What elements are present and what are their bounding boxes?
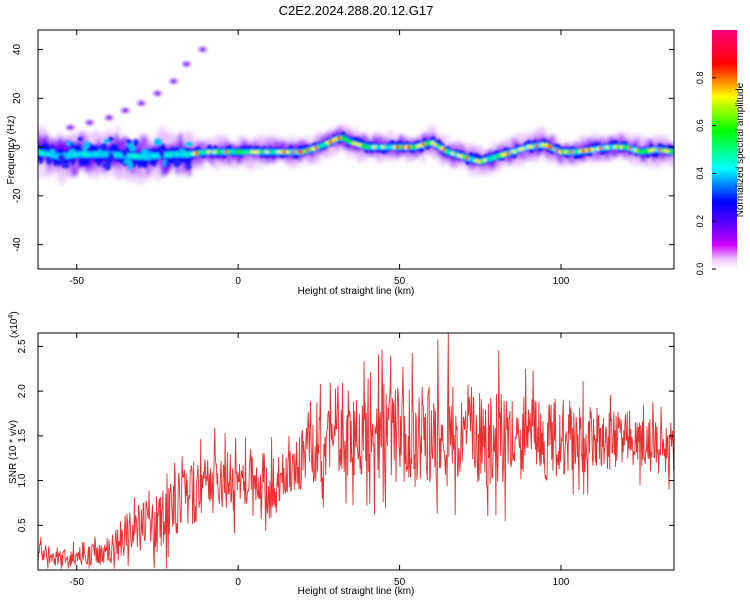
snr-frame	[37, 332, 675, 571]
x-tick-label: 100	[553, 276, 570, 287]
spectrogram-blob	[77, 136, 83, 142]
colorbar-ticks: 0.0 0.2 0.4 0.6 0.8	[695, 72, 716, 276]
y-tick-label: 1.5	[17, 428, 28, 442]
x-tick-label: -50	[70, 276, 85, 287]
y-tick-label: 0.5	[17, 518, 28, 532]
x-tick-label: 100	[553, 577, 570, 588]
branch-cell	[87, 120, 93, 125]
spectrogram-blob	[123, 159, 131, 165]
spectrogram-halo-cell	[449, 161, 461, 170]
snr-y-multiplier: (x104)	[8, 311, 20, 338]
x-tick-label: -50	[70, 577, 85, 588]
spectrogram-blob	[61, 163, 70, 169]
snr-y-axis-label: SNR (10 * v/v)	[8, 420, 19, 484]
spectrogram-blob	[46, 156, 53, 165]
snr-plot-area	[38, 333, 674, 569]
spectrogram-blob	[121, 149, 128, 157]
spectrogram-blob	[102, 162, 110, 168]
spectrogram-blob	[178, 148, 186, 155]
branch-cell	[200, 47, 206, 52]
spectrogram-halo-cell	[459, 163, 467, 170]
spectrogram-blob	[108, 136, 114, 142]
x-tick-label: 50	[394, 276, 406, 287]
snr-y-ticks: 0.5 1.0 1.5 2.0 2.5	[17, 339, 674, 532]
spectrogram-halo-cell	[127, 166, 140, 184]
spectrogram-y-axis-label: Frequency (Hz)	[6, 116, 17, 185]
spectrogram-blob	[68, 149, 76, 155]
spectrogram-x-axis-label: Height of straight line (km)	[298, 286, 415, 297]
snr-x-axis-label: Height of straight line (km)	[298, 586, 415, 597]
colorbar-label: Normalized spectral amplitude	[735, 82, 746, 217]
spectrogram-blob	[129, 146, 137, 152]
spectrogram-blob	[173, 159, 181, 168]
spectrogram-blob	[147, 151, 154, 158]
spectrogram-plot-area	[38, 46, 674, 187]
spectrogram-blob	[186, 163, 192, 170]
spectrogram-x-ticks: -50 0 50 100	[70, 30, 570, 287]
x-tick-label: 50	[394, 577, 406, 588]
spectrogram-halo-cell	[314, 153, 322, 165]
spectrogram-blob	[165, 160, 170, 168]
spectrogram-halo-cell	[207, 138, 216, 146]
spectrogram-y-ticks: -40 -20 0 20 40	[12, 44, 674, 252]
spectrogram-blob	[125, 138, 132, 145]
colorbar-tick-label: 0.2	[695, 215, 705, 228]
figure-title: C2E2.2024.288.20.12.G17	[279, 3, 434, 18]
y-tick-label: -20	[12, 188, 23, 203]
spectrogram-halo-cell	[388, 129, 396, 143]
spectrogram-blob	[102, 152, 109, 157]
spectrogram-blob	[59, 154, 65, 163]
spectrogram-blob	[83, 141, 90, 149]
colorbar-tick-label: 0.8	[695, 72, 705, 85]
spectrogram-ridge	[38, 131, 674, 171]
spectrogram-frame	[37, 29, 675, 270]
spectrogram-blob	[184, 142, 193, 147]
branch-cell	[122, 108, 128, 113]
y-tick-label: 2.5	[17, 339, 28, 353]
branch-cell	[67, 125, 73, 130]
spectrogram-blob	[132, 139, 139, 147]
y-tick-label: -40	[12, 237, 23, 252]
y-tick-label: 2.0	[17, 384, 28, 398]
snr-series-line	[38, 333, 674, 569]
branch-cell	[184, 62, 190, 66]
colorbar-tick-label: 0.4	[695, 167, 705, 180]
x-tick-label: 0	[235, 276, 241, 287]
spectrogram-blob	[141, 148, 149, 155]
spectrogram-side-branch	[65, 46, 208, 132]
y-tick-label: 0	[12, 144, 23, 150]
colorbar: 0.0 0.2 0.4 0.6 0.8 Normalized spectral ampl…	[695, 30, 746, 275]
snr-x-ticks: -50 0 50 100	[70, 333, 570, 588]
spectrogram-halo-cell	[622, 131, 634, 140]
snr-panel: -50 0 50 100 0.5 1.0 1.5 2.0 2.5 Height of stra…	[8, 311, 675, 597]
spectrogram-panel: -50 0 50 100 -40 -20 0 20 40 Height of straight…	[6, 29, 675, 297]
spectrogram-blob	[154, 138, 162, 146]
y-tick-label: 20	[12, 92, 23, 104]
colorbar-tick-label: 0.6	[695, 119, 705, 132]
branch-cell	[106, 115, 112, 120]
x-tick-label: 0	[235, 577, 241, 588]
colorbar-tick-label: 0.0	[695, 263, 705, 276]
spectrogram-halo-cell	[438, 132, 451, 143]
y-tick-label: 40	[12, 44, 23, 56]
colorbar-gradient	[712, 30, 737, 269]
branch-cell	[138, 101, 144, 105]
spectrogram-blob	[69, 142, 75, 151]
spectrogram-blob	[97, 145, 107, 150]
spectrogram-blob	[97, 149, 103, 157]
branch-cell	[154, 91, 160, 96]
spectrogram-halo-cell	[304, 135, 314, 142]
branch-cell	[171, 79, 177, 84]
spectrogram-blob	[159, 148, 165, 158]
y-tick-label: 1.0	[17, 473, 28, 487]
spectrogram-core-cell	[669, 148, 674, 155]
spectrogram-blob	[49, 149, 56, 157]
